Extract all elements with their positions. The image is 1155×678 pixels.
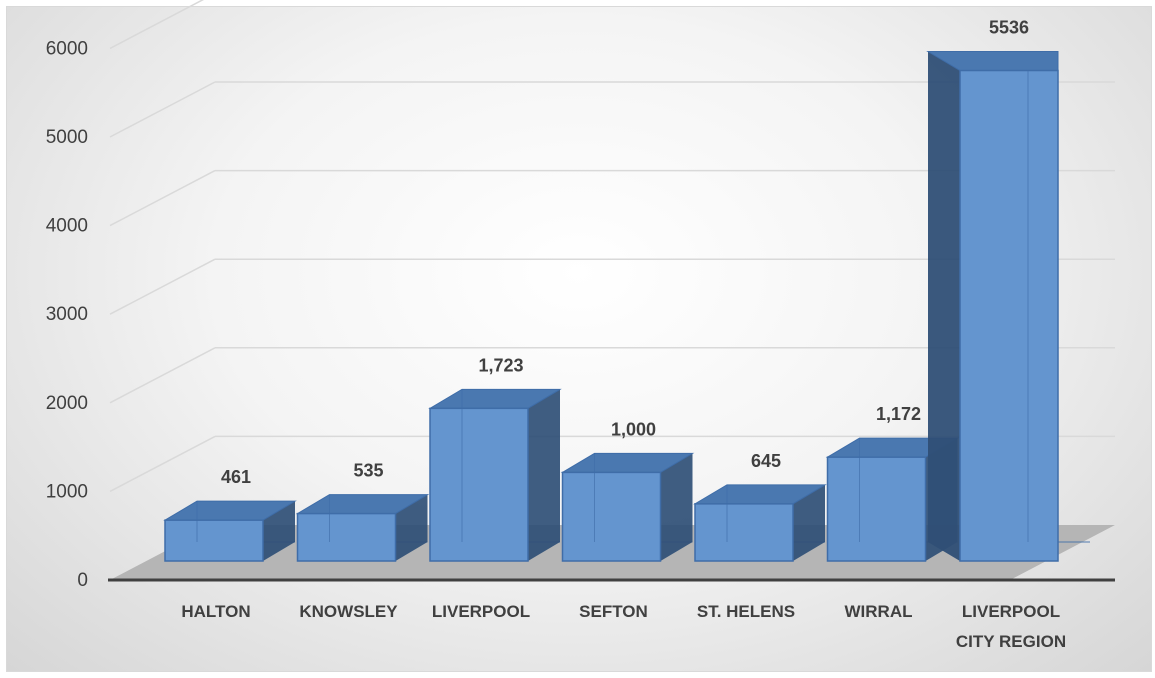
bar-front-face — [561, 471, 662, 562]
x-tick-label: HALTON — [181, 602, 250, 621]
y-tick-label: 4000 — [46, 216, 88, 237]
bars — [163, 51, 1090, 562]
y-tick-label: 0 — [77, 570, 88, 591]
data-label: 1,723 — [478, 355, 523, 375]
x-tick-label: WIRRAL — [845, 602, 913, 621]
gridline-side — [109, 81, 216, 138]
y-tick-label: 1000 — [46, 481, 88, 502]
bar-front-face — [429, 407, 529, 562]
bar-side-face — [793, 484, 825, 561]
x-tick-label: KNOWSLEY — [299, 602, 398, 621]
gridline-side — [109, 435, 216, 493]
x-tick-label: LIVERPOOL — [432, 602, 530, 621]
bar-7 — [926, 51, 1090, 562]
x-tick-label: ST. HELENS — [697, 602, 795, 621]
gridline-side — [109, 258, 216, 315]
bar-4 — [560, 452, 695, 562]
bar-front-face — [296, 512, 397, 562]
bar-side-face — [263, 501, 295, 561]
bar-1 — [163, 500, 297, 562]
bar-side-face — [928, 51, 960, 561]
data-label: 1,000 — [611, 419, 656, 439]
bar-5 — [693, 484, 827, 562]
x-tick-label: SEFTON — [579, 602, 648, 621]
bar-2 — [295, 494, 430, 562]
bar-front-face — [826, 456, 927, 562]
data-label: 645 — [751, 451, 781, 471]
bar-front-face — [164, 519, 264, 562]
y-tick-label: 6000 — [46, 38, 88, 59]
bar-side-face — [395, 494, 428, 561]
y-tick-label: 3000 — [46, 304, 88, 325]
gridline-side — [109, 169, 216, 227]
bar-side-face — [528, 389, 560, 561]
bar-side-face — [660, 453, 693, 561]
data-label: 535 — [353, 461, 383, 481]
bar-front-face — [959, 69, 1059, 562]
gridline-side — [109, 347, 216, 404]
data-label: 1,172 — [876, 404, 921, 424]
bar-3 — [428, 388, 562, 562]
data-label: 5536 — [989, 18, 1029, 38]
y-tick-label: 5000 — [46, 127, 88, 148]
bar-front-face — [694, 503, 794, 562]
y-axis-ticks: 0 1000 2000 3000 4000 5000 6000 — [46, 38, 88, 591]
y-tick-label: 2000 — [46, 393, 88, 414]
x-axis-ticks: HALTON KNOWSLEY LIVERPOOL SEFTON ST. HELENS W… — [181, 602, 1066, 651]
data-labels: 461 535 1,723 1,000 645 1,172 5536 — [221, 18, 1029, 488]
data-label: 461 — [221, 467, 251, 487]
x-tick-label: LIVERPOOL CITY REGION — [956, 602, 1066, 651]
gridline-side — [109, 0, 205, 50]
